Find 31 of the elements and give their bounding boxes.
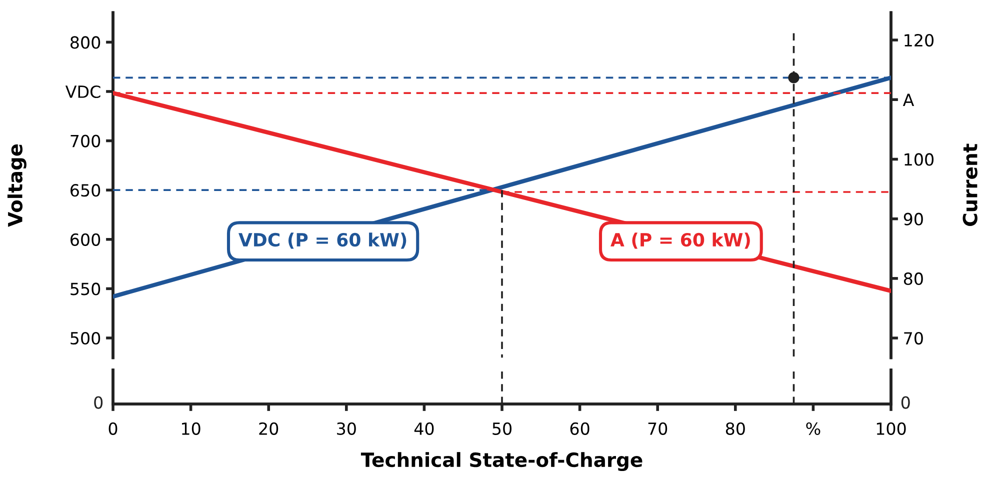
x-axis-title: Technical State-of-Charge <box>360 452 642 472</box>
y2-tick-label: 120 <box>904 34 934 47</box>
y2-tick-label: 100 <box>904 153 934 166</box>
text: 0 <box>94 396 103 409</box>
x-tick-label: 70 <box>648 422 668 435</box>
y-tick-label: 600 <box>70 233 100 246</box>
y2-tick-label: 80 <box>904 272 923 285</box>
x-tick-label: 30 <box>337 422 356 435</box>
y-tick-label: 550 <box>70 282 100 296</box>
x-tick-label: 50 <box>492 422 512 435</box>
x-tick-label: 40 <box>414 422 434 435</box>
y-tick-label: 500 <box>70 332 100 345</box>
y2-tick-label: A <box>902 94 914 106</box>
y2-axis-title: Current <box>962 144 978 226</box>
y-tick-label: VDC <box>65 85 100 98</box>
y-tick-label: 800 <box>70 36 100 49</box>
annotation: VDC (P = 60 kW) <box>238 232 406 249</box>
y-tick-label: 650 <box>70 184 100 197</box>
annotation: A (P = 60 kW) <box>610 232 750 249</box>
x-tick-label: 0 <box>108 422 118 435</box>
y-axis-title: Voltage <box>7 144 26 227</box>
x-tick-label: 100 <box>876 422 906 435</box>
x-tick-label: 60 <box>570 422 590 435</box>
y2-tick-label: 90 <box>904 212 923 226</box>
text: 0 <box>901 396 910 409</box>
x-tick-label: 80 <box>726 422 745 435</box>
y-tick-label: 700 <box>70 134 100 148</box>
y2-tick-label: 70 <box>904 332 923 345</box>
x-tick-label: 10 <box>182 422 200 435</box>
x-tick-label: % <box>806 422 820 435</box>
x-tick-label: 20 <box>259 422 278 435</box>
